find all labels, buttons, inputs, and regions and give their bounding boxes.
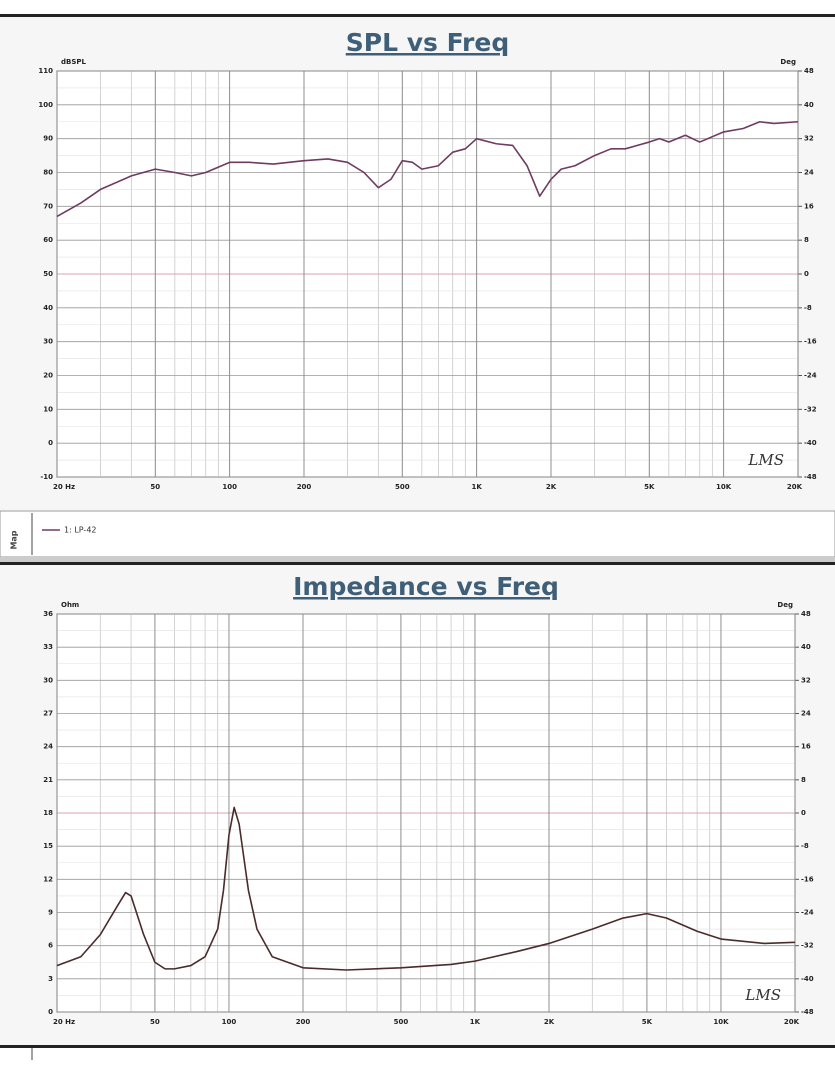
y-tick-label: 0 bbox=[48, 439, 53, 447]
y-tick-label: 100 bbox=[38, 101, 53, 109]
y2-tick-label: -8 bbox=[804, 304, 812, 312]
y2-tick-label: 8 bbox=[801, 776, 806, 784]
y-tick-label: 3 bbox=[48, 975, 53, 983]
y2-tick-label: -24 bbox=[804, 372, 817, 380]
x-tick-label: 200 bbox=[296, 1018, 311, 1026]
y-tick-label: 0 bbox=[48, 1008, 53, 1016]
x-tick-label: 10K bbox=[716, 483, 732, 491]
legend-panel bbox=[0, 510, 835, 558]
watermark: LMS bbox=[744, 986, 781, 1004]
y-tick-label: 50 bbox=[43, 270, 53, 278]
y2-tick-label: 48 bbox=[801, 610, 811, 618]
legend-label: 1: LP-42 bbox=[64, 526, 97, 535]
y2-tick-label: 8 bbox=[804, 236, 809, 244]
y-tick-label: 12 bbox=[43, 875, 53, 883]
watermark: LMS bbox=[747, 451, 784, 469]
x-tick-label: 10K bbox=[713, 1018, 729, 1026]
x-tick-label: 5K bbox=[644, 483, 655, 491]
y2-axis-label: Deg bbox=[780, 58, 796, 66]
y2-tick-label: 16 bbox=[804, 202, 814, 210]
y-tick-label: 70 bbox=[43, 202, 53, 210]
y-tick-label: 21 bbox=[43, 776, 53, 784]
x-tick-label: 1K bbox=[471, 483, 482, 491]
x-tick-label: 100 bbox=[222, 1018, 237, 1026]
y-tick-label: 24 bbox=[43, 743, 53, 751]
y-tick-label: 30 bbox=[43, 676, 53, 684]
y2-tick-label: 40 bbox=[804, 101, 814, 109]
data-line bbox=[56, 120, 799, 218]
y-tick-label: 90 bbox=[43, 135, 53, 143]
side-label: Map bbox=[10, 530, 19, 549]
y2-tick-label: -16 bbox=[801, 875, 814, 883]
chart-title: Impedance vs Freq bbox=[293, 572, 559, 601]
y-tick-label: 60 bbox=[43, 236, 53, 244]
y2-tick-label: -40 bbox=[804, 439, 817, 447]
x-tick-label: 2K bbox=[546, 483, 557, 491]
y-axis-label: Ohm bbox=[61, 601, 79, 609]
y-tick-label: -10 bbox=[40, 473, 53, 481]
x-tick-label: 100 bbox=[222, 483, 237, 491]
y2-axis-label: Deg bbox=[777, 601, 793, 609]
bottom-bar bbox=[0, 1045, 835, 1048]
mid-bar bbox=[0, 562, 835, 565]
y2-tick-label: -24 bbox=[801, 909, 814, 917]
y-tick-label: 33 bbox=[43, 643, 53, 651]
y2-tick-label: -8 bbox=[801, 842, 809, 850]
x-tick-label: 50 bbox=[150, 483, 160, 491]
y-tick-label: 30 bbox=[43, 338, 53, 346]
y2-tick-label: 40 bbox=[801, 643, 811, 651]
y-tick-label: 80 bbox=[43, 169, 53, 177]
x-tick-label: 20 Hz bbox=[53, 483, 75, 491]
y2-tick-label: -48 bbox=[804, 473, 817, 481]
y-tick-label: 36 bbox=[43, 610, 53, 618]
y-tick-label: 27 bbox=[43, 710, 53, 718]
x-tick-label: 20 Hz bbox=[53, 1018, 75, 1026]
separator bbox=[0, 557, 835, 562]
data-line bbox=[56, 806, 796, 971]
x-tick-label: 1K bbox=[470, 1018, 481, 1026]
y-tick-label: 15 bbox=[43, 842, 53, 850]
x-tick-label: 20K bbox=[787, 483, 803, 491]
x-tick-label: 200 bbox=[297, 483, 312, 491]
y-tick-label: 9 bbox=[48, 909, 53, 917]
y-axis-label: dBSPL bbox=[61, 58, 87, 66]
y2-tick-label: -32 bbox=[804, 405, 817, 413]
y2-tick-label: 32 bbox=[804, 135, 814, 143]
y-tick-label: 6 bbox=[48, 942, 53, 950]
x-tick-label: 500 bbox=[394, 1018, 409, 1026]
y2-tick-label: 48 bbox=[804, 67, 814, 75]
y-tick-label: 20 bbox=[43, 372, 53, 380]
x-tick-label: 50 bbox=[150, 1018, 160, 1026]
y2-tick-label: -48 bbox=[801, 1008, 814, 1016]
y-tick-label: 110 bbox=[38, 67, 53, 75]
y-tick-label: 10 bbox=[43, 405, 53, 413]
y2-tick-label: -40 bbox=[801, 975, 814, 983]
y2-tick-label: 24 bbox=[801, 710, 811, 718]
y2-tick-label: 0 bbox=[801, 809, 806, 817]
y2-tick-label: 24 bbox=[804, 169, 814, 177]
y2-tick-label: 32 bbox=[801, 676, 811, 684]
x-tick-label: 2K bbox=[544, 1018, 555, 1026]
y2-tick-label: 0 bbox=[804, 270, 809, 278]
y2-tick-label: 16 bbox=[801, 743, 811, 751]
y2-tick-label: -32 bbox=[801, 942, 814, 950]
x-tick-label: 20K bbox=[784, 1018, 800, 1026]
x-tick-label: 500 bbox=[395, 483, 410, 491]
top-bar bbox=[0, 14, 835, 17]
y2-tick-label: -16 bbox=[804, 338, 817, 346]
y-tick-label: 18 bbox=[43, 809, 53, 817]
y-tick-label: 40 bbox=[43, 304, 53, 312]
chart-title: SPL vs Freq bbox=[346, 28, 510, 57]
x-tick-label: 5K bbox=[642, 1018, 653, 1026]
